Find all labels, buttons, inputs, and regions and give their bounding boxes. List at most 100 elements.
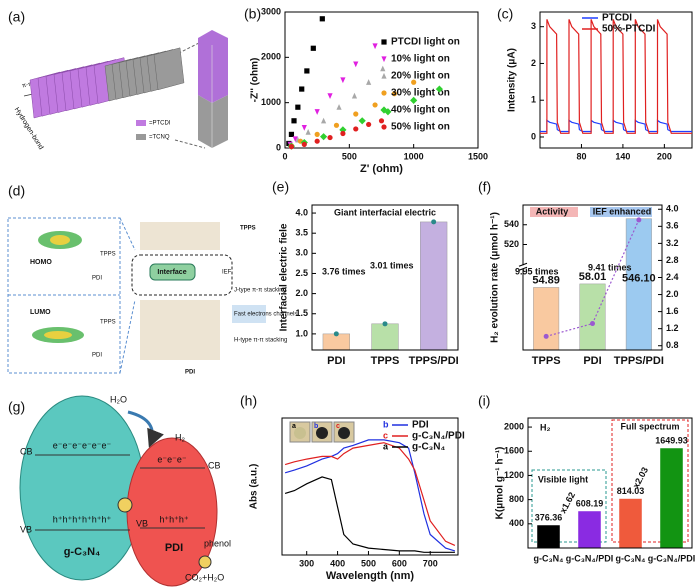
point	[411, 79, 417, 85]
point	[301, 125, 307, 131]
annotation: H₂	[540, 422, 551, 432]
y2-tick-label: 0.8	[666, 340, 679, 350]
y2-tick-label: 2.4	[666, 272, 679, 282]
x-tick-label: 1500	[468, 151, 488, 161]
series-line	[284, 476, 455, 553]
series-line	[284, 439, 456, 552]
plot-frame	[311, 204, 459, 351]
panel-label: (c)	[497, 6, 513, 22]
point	[292, 136, 298, 143]
point	[366, 79, 372, 85]
y-tick-label: 800	[509, 494, 524, 504]
ptcdi-text: =PTCDI	[149, 121, 171, 127]
electrons: e⁻e⁻e⁻e⁻e⁻e⁻	[53, 440, 112, 450]
x-tick-label: 0	[282, 151, 287, 161]
ptcdi-icon	[136, 120, 146, 126]
y-axis-title: Intensity (μA)	[507, 48, 518, 112]
y-tick-label: 2.0	[295, 288, 308, 298]
lumo: LUMO	[30, 309, 51, 316]
pdi: PDI	[92, 276, 102, 282]
sheet	[153, 47, 185, 91]
h2o: H₂O	[110, 394, 127, 404]
annotation: IEF enhanced	[593, 206, 652, 216]
holes: h⁺h⁺h⁺	[159, 514, 189, 524]
x-tick-label: PDI	[327, 355, 345, 367]
tpps: TPPS	[100, 320, 116, 326]
interface-pill	[149, 263, 196, 281]
series-point	[590, 321, 595, 327]
inset-tag: a	[292, 423, 296, 430]
x-axis-title: Wavelength (nm)	[326, 570, 415, 582]
plot-frame	[527, 417, 693, 549]
value-label: 608.19	[576, 499, 604, 509]
x-tick-label: PDI	[583, 355, 601, 367]
htype: H-type π-π stacking	[234, 338, 287, 344]
axis-break	[518, 266, 528, 271]
dash	[119, 217, 136, 251]
point	[314, 138, 320, 144]
point	[353, 61, 359, 68]
y2-tick-label: 1.2	[666, 323, 679, 333]
point	[327, 134, 333, 141]
y-tick-label: 1600	[504, 446, 524, 456]
bar-dot	[382, 321, 388, 327]
series-line	[540, 19, 692, 134]
legend-label: 30% light on	[391, 88, 450, 99]
point	[351, 92, 358, 99]
fast: Fast electrons channels	[234, 312, 297, 318]
prism-top	[198, 30, 228, 103]
point	[336, 104, 342, 110]
plot-frame	[539, 11, 693, 149]
point	[378, 118, 385, 124]
axis-break	[518, 262, 528, 267]
vb: VB	[20, 524, 32, 534]
plot-frame	[284, 11, 479, 149]
orbital	[44, 331, 72, 339]
point	[291, 118, 297, 124]
x-tick-label: g-C₃N₄/PDI	[648, 553, 695, 563]
pdi-layer	[140, 300, 220, 360]
y-tick-label: 2000	[504, 421, 524, 431]
y-tick-label: 1.0	[295, 328, 308, 338]
inset-powder	[338, 427, 350, 439]
phenol: phenol	[204, 538, 231, 548]
point	[353, 111, 359, 117]
x-tick-label: TPPS	[532, 355, 561, 367]
y-tick-label: 0	[276, 142, 281, 152]
bar	[619, 498, 642, 548]
holes: h⁺h⁺h⁺h⁺h⁺h⁺	[53, 514, 112, 524]
tcnq-text: =TCNQ	[149, 135, 170, 141]
point	[288, 144, 295, 150]
bar	[660, 448, 683, 548]
point	[380, 65, 386, 72]
x-tick-label: 500	[342, 151, 357, 161]
y2-tick-label: 4.0	[666, 204, 679, 214]
legend-label: 20% light on	[391, 71, 450, 82]
full-box	[611, 419, 689, 543]
value-label: 1649.93	[655, 436, 688, 446]
orbital	[50, 235, 70, 245]
tpps-layer	[140, 222, 220, 250]
panel-label: (e)	[272, 179, 289, 195]
inset-tag: b	[314, 423, 318, 430]
point	[299, 86, 305, 92]
annotation: 9.41 times	[588, 262, 632, 272]
legend-marker	[381, 39, 387, 45]
bar-dot	[333, 331, 339, 337]
point	[391, 91, 397, 97]
point	[372, 43, 378, 50]
point	[358, 117, 366, 125]
tpps: TPPS	[100, 252, 116, 258]
point	[339, 126, 347, 134]
legend-marker	[381, 72, 387, 79]
x-tick-label: TPPS/PDI	[614, 355, 664, 367]
panel-label: (f)	[478, 179, 491, 195]
bar	[625, 218, 652, 351]
point	[340, 130, 346, 137]
annotation: Activity	[536, 206, 569, 216]
panel-label: (b)	[244, 6, 261, 22]
annotation: Full spectrum	[620, 421, 679, 431]
h2: H₂	[175, 432, 185, 442]
legend-marker	[380, 106, 388, 114]
